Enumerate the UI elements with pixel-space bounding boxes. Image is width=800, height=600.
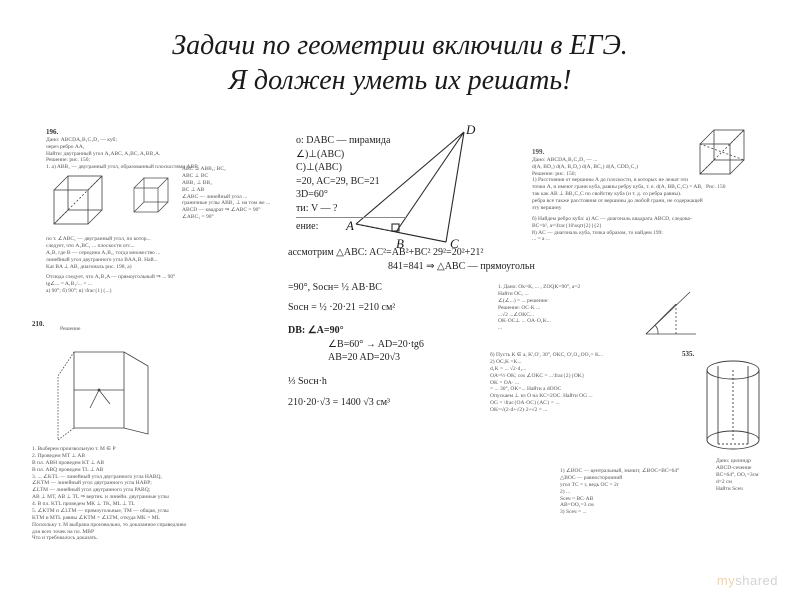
title-line-1: Задачи по геометрии включили в ЕГЭ. — [50, 28, 750, 63]
problem-number: 196. — [46, 128, 276, 137]
text: б) Найдем ребро куба: a) AC — диагональ … — [532, 216, 762, 223]
dense-math-left: 1. Дано: Ok=K, ... , ZOQK=90°, a=2 Найти… — [498, 284, 648, 332]
text: через ребро AA₁ — [46, 144, 276, 151]
watermark: myshared — [717, 573, 778, 588]
text: следует, что A₁BC₁ ... плоскости отс... — [46, 243, 296, 250]
text: линейный угол двугранного угла BAA₁B. На… — [46, 257, 296, 264]
text: о: DABC — пирамида — [296, 134, 406, 148]
text: ... — [498, 325, 648, 332]
content-area: 196. Дано: ABCDA₁B₁C₁D₁ — куб; через реб… — [0, 128, 800, 600]
text: BC ⊥ AB — [182, 187, 292, 194]
text: й) AC — диагональ куба, точка образом, т… — [532, 230, 762, 237]
text: ... = a ... — [532, 236, 762, 243]
text: d(A, BD₁) d(A, B₁D₁) d(A, BC₁) d(A, CDD₁… — [532, 164, 762, 171]
text: ассмотрим △ABC: AC²=AB²+BC² 29²=20²+21² — [288, 246, 548, 260]
text: В пл. ABH проведем KT ⊥ AB — [32, 460, 282, 467]
text: 1. Выберем произвольную т. M ∈ P — [32, 446, 282, 453]
text: 2) OC,K =K... — [490, 359, 690, 366]
text: C)⊥(ABC) — [296, 161, 406, 175]
watermark-suffix: shared — [735, 573, 778, 588]
problem-number: 199. — [532, 148, 762, 157]
text: 3) Sсеч = ... — [560, 509, 720, 516]
text: эту вершину — [532, 205, 762, 212]
text: 1. Дано: Ok=K, ... , ZOQK=90°, a=2 — [498, 284, 648, 291]
cube-diagram-left — [46, 166, 124, 236]
dense-math-lower: б) Пусть K ∈ a, K',O', 30°, OKC, O',O₁,O… — [490, 352, 690, 414]
cylinder-solution: 1) ∠BOC — центральный, значит, ∠BOC=BC=6… — [560, 468, 720, 516]
text: △BOC — равносторонний — [560, 475, 720, 482]
text: так как AB ⊥ BB₁C₁C по свойству куба (и … — [532, 191, 762, 198]
title-line-2: Я должен уметь их решать! — [50, 63, 750, 98]
text: ∠)⊥(ABC) — [296, 148, 406, 162]
text: AB ⊥ MT, AB ⊥ TL ⇒ вертик. и линейн. дву… — [32, 494, 282, 501]
text: ∠ABC₁ = 90° — [182, 214, 292, 221]
text: Найти Sсеч — [716, 486, 796, 493]
cylinder-diagram — [700, 358, 766, 458]
text: Что и требовалось доказать. — [32, 535, 282, 542]
watermark-prefix: my — [717, 573, 735, 588]
text: OA=½·OK; cos ∠OKC = ...\frac{2}{OK} — [490, 373, 690, 380]
text: KTM и MTL равны ∠KTM = ∠LTM, откуда MK =… — [32, 515, 282, 522]
text: ABC ⊥ ABB₁; BC₁ — [182, 166, 292, 173]
text: A₁B, где B — середина A₁B₁, тогда множес… — [46, 250, 296, 257]
text: OK·OC⊥ ... OA·O₁K... — [498, 318, 648, 325]
dihedral-diagram — [54, 342, 164, 442]
text: Kat BA ⊥ AB, диагональ рис. 198, a) — [46, 264, 296, 271]
text: В пл. ABQ проведем TL ⊥ AB — [32, 467, 282, 474]
text: ABB₁ ⊥ BB₁ — [182, 180, 292, 187]
slide-title: Задачи по геометрии включили в ЕГЭ. Я до… — [0, 0, 800, 114]
text: Найти OC, ... — [498, 291, 648, 298]
text: угол TC = r, ведь OC = 2r — [560, 482, 720, 489]
text: 1) ∠BOC — центральный, значит, ∠BOC=BC=6… — [560, 468, 720, 475]
text: Sсеч = BC·AB — [560, 496, 720, 503]
text: Поскольку т. M выбрана произвольно, то д… — [32, 522, 282, 529]
text: Дано: ABCDA₁B₁C₁D₁ — ... — [532, 157, 762, 164]
text: по т. ∠ABC₁ — двугранный угол, по котор.… — [46, 236, 296, 243]
text: d=2 см — [716, 479, 796, 486]
text: Дано: цилиндр — [716, 458, 796, 465]
cube-diagram-small — [128, 170, 178, 220]
center-given: о: DABC — пирамида ∠)⊥(ABC) C)⊥(ABC) =20… — [296, 134, 406, 234]
text: BC=64°, OO₁=3см — [716, 472, 796, 479]
text: BC=b², a=\frac{10\sqrt{2}}{2} — [532, 223, 762, 230]
text: ABCD-сечение — [716, 465, 796, 472]
problem-196: 196. Дано: ABCDA₁B₁C₁D₁ — куб; через реб… — [46, 128, 276, 171]
problem-210-label: Решение — [60, 326, 80, 333]
text: Решение: OC·K ... — [498, 305, 648, 312]
problem-210-steps: 1. Выберем произвольную т. M ∈ P 2. Пров… — [32, 446, 282, 542]
cylinder-given: Дано: цилиндр ABCD-сечение BC=64°, OO₁=3… — [716, 458, 796, 492]
text: OG = \frac{OA·OC}{AC} = ... — [490, 400, 690, 407]
problem-210-number: 210. — [32, 320, 62, 330]
text: =20, AC=29, BC=21 — [296, 175, 406, 189]
text: 2. Проведем MT ⊥ AB — [32, 453, 282, 460]
conclusion-block: по т. ∠ABC₁ — двугранный угол, по котор.… — [46, 236, 296, 295]
text: б) Пусть K ∈ a, K',O', 30°, OKC, O',O₁,O… — [490, 352, 690, 359]
problem-199: 199. Дано: ABCDA₁B₁C₁D₁ — ... d(A, BD₁) … — [532, 148, 762, 243]
derivation-column: ABC ⊥ ABB₁; BC₁ ABC ⊥ BC ABB₁ ⊥ BB₁ BC ⊥… — [182, 166, 292, 221]
text: Найти: двугранный угол A₁ABC, A₁BC, A₁BB… — [46, 151, 276, 158]
text: OK=√(2·d+√2)·2+√2 = ... — [490, 407, 690, 414]
text: ∠B=60° → AD=20·tg6 — [288, 338, 548, 352]
given-line: Дано: ABCDA₁B₁C₁D₁ — куб; — [46, 137, 276, 144]
svg-text:D: D — [465, 124, 476, 137]
text: 841=841 ⇒ △ABC — прямоугольн — [288, 260, 548, 274]
text: ение: — [296, 217, 406, 234]
text: ти: V — ? — [296, 202, 406, 216]
text: 5. ∠KTM и ∠LTM — прямоугольные, TM — общ… — [32, 508, 282, 515]
text: 2) ... — [560, 489, 720, 496]
text: 3D=60° — [296, 188, 406, 202]
text: d₁K = ... √2·d₁... — [490, 366, 690, 373]
text: ABC ⊥ BC — [182, 173, 292, 180]
text: ребра все также расстояния от вершины до… — [532, 198, 762, 205]
text: 4. В пл. KTL проведем MK ⊥ TK, ML ⊥ TL — [32, 501, 282, 508]
text: ∠(∠...) = ... решение: — [498, 298, 648, 305]
text: a) 90°; б) 90°; в) \frac{1}{...} — [46, 288, 296, 295]
